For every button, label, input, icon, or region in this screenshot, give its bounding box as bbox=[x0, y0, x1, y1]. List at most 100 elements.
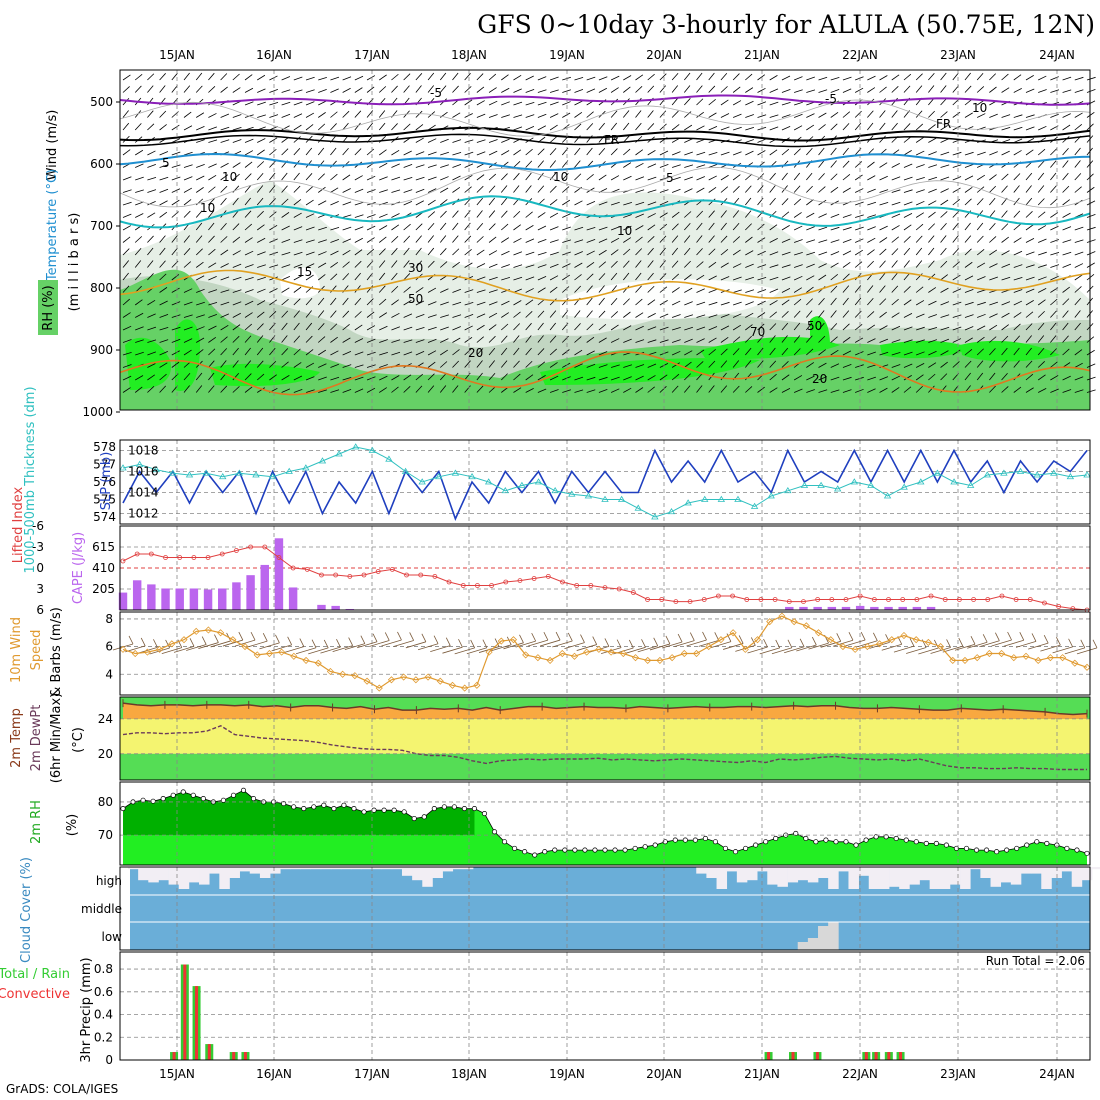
wind-barb bbox=[513, 311, 521, 318]
wind-barb bbox=[830, 213, 840, 218]
wind-barb bbox=[806, 113, 815, 118]
wind-barb bbox=[696, 338, 705, 343]
wind-barb bbox=[1013, 150, 1022, 156]
thickness-point bbox=[1016, 467, 1025, 474]
wind-barb bbox=[903, 224, 912, 231]
li-point bbox=[531, 576, 537, 581]
wind-barb bbox=[1074, 263, 1084, 268]
wind-barb bbox=[244, 138, 254, 143]
wind-barb bbox=[549, 124, 558, 131]
li-point bbox=[361, 572, 367, 578]
wind-barb bbox=[208, 262, 217, 268]
wind-barb bbox=[989, 360, 996, 368]
wind-barb bbox=[1050, 375, 1059, 381]
wind-barb bbox=[854, 285, 862, 293]
wind-barb bbox=[842, 160, 850, 168]
surface-wind-barb-flag bbox=[397, 631, 402, 641]
wind-barb bbox=[403, 201, 413, 206]
wind-barb bbox=[317, 173, 325, 181]
wind-barb bbox=[403, 339, 413, 343]
surface-wind-barb-flag bbox=[250, 631, 256, 641]
wind-barb bbox=[891, 298, 899, 306]
wind-barb bbox=[196, 301, 205, 306]
wind-barb bbox=[439, 85, 447, 93]
cloud-high-clear bbox=[412, 867, 423, 881]
wind-barb bbox=[281, 298, 289, 306]
wind-barb bbox=[903, 73, 912, 81]
wind-barb bbox=[549, 185, 557, 193]
wind-speed-point bbox=[668, 654, 676, 662]
wind-barb bbox=[647, 285, 655, 293]
thickness-point bbox=[551, 486, 559, 494]
wind-barb bbox=[1037, 299, 1046, 306]
wind-barb bbox=[879, 175, 888, 181]
surface-wind-barb-flag bbox=[872, 632, 878, 641]
surface-wind-barb-flag bbox=[1068, 638, 1073, 648]
wind-barb bbox=[257, 276, 266, 281]
wind-barb bbox=[793, 198, 802, 206]
wind-barb bbox=[232, 386, 240, 393]
wind-speed-point bbox=[461, 684, 469, 692]
wind-barb bbox=[317, 336, 326, 343]
wind-barb bbox=[977, 113, 986, 118]
wind-barb bbox=[989, 348, 996, 356]
wind-barb bbox=[464, 248, 472, 256]
wind-barb bbox=[1025, 323, 1033, 331]
wind-barb bbox=[952, 187, 961, 193]
wind-barb bbox=[659, 247, 666, 256]
wind-barb bbox=[635, 298, 643, 306]
surface-wind-barb bbox=[503, 642, 524, 650]
wind-barb bbox=[501, 250, 510, 256]
surface-wind-barb-flag bbox=[275, 634, 280, 644]
surface-wind-barb bbox=[393, 640, 414, 647]
wind-barb bbox=[708, 235, 715, 243]
wind-barb bbox=[562, 274, 571, 281]
surface-wind-barb bbox=[808, 642, 829, 650]
rh2m-point bbox=[803, 835, 809, 841]
wind-barb bbox=[1025, 251, 1035, 256]
li-point bbox=[971, 597, 976, 602]
wind-barb bbox=[354, 272, 361, 281]
rh2m-point bbox=[331, 806, 337, 812]
wind-barb bbox=[256, 161, 265, 168]
wind-barb bbox=[635, 201, 645, 206]
wind-barb bbox=[354, 376, 364, 381]
wind-barb bbox=[147, 150, 156, 156]
rh2m-point bbox=[160, 796, 166, 802]
wind-speed-point bbox=[156, 645, 164, 653]
wind-barb bbox=[915, 260, 923, 268]
surface-wind-barb-flag bbox=[494, 638, 500, 647]
wind-barb bbox=[720, 99, 729, 106]
wind-barb bbox=[366, 225, 376, 231]
wind-barb bbox=[635, 312, 644, 318]
wind-barb bbox=[318, 89, 327, 93]
wind-barb bbox=[476, 86, 485, 93]
wind-barb bbox=[623, 338, 632, 343]
wind-barb bbox=[818, 199, 827, 206]
wind-barb bbox=[378, 285, 386, 293]
wind-barb bbox=[964, 248, 972, 256]
wind-barb bbox=[879, 272, 886, 281]
wind-barb bbox=[635, 110, 642, 118]
wind-barb bbox=[1062, 136, 1070, 143]
wind-barb bbox=[1001, 210, 1008, 218]
wind-barb bbox=[525, 335, 532, 343]
wind-barb bbox=[196, 139, 205, 143]
wind-barb bbox=[574, 285, 582, 293]
wind-barb bbox=[342, 110, 350, 118]
rh2m-point bbox=[1014, 845, 1020, 851]
wind-barb bbox=[488, 250, 498, 256]
wind-barb bbox=[1037, 361, 1045, 368]
wind-barb bbox=[708, 275, 717, 281]
wind-barb bbox=[171, 176, 181, 181]
wind-barb bbox=[403, 164, 413, 168]
wind-barb bbox=[671, 314, 681, 318]
wind-speed-point bbox=[192, 627, 200, 635]
wind-barb bbox=[903, 285, 911, 293]
wind-barb bbox=[464, 222, 471, 231]
wind-barb bbox=[342, 310, 350, 318]
wind-barb bbox=[708, 301, 718, 306]
wind-barb bbox=[720, 248, 729, 256]
wind-barb bbox=[989, 336, 997, 343]
surface-wind-barb bbox=[112, 643, 134, 651]
